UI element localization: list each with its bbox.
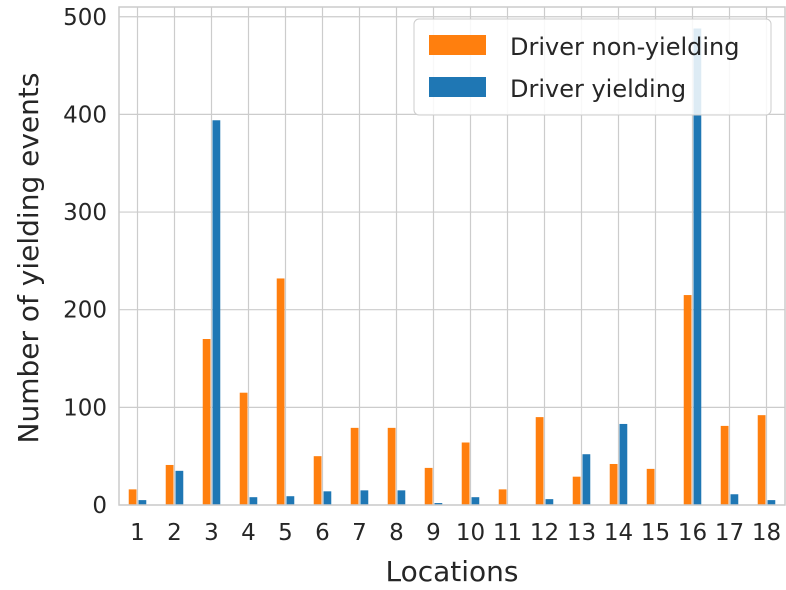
bar-yielding-18 [767, 500, 776, 505]
bar-yielding-1 [138, 500, 147, 505]
bar-non-yielding-11 [498, 489, 507, 505]
bar-non-yielding-8 [387, 427, 396, 505]
bar-yielding-17 [730, 494, 739, 505]
x-tick-label: 3 [204, 520, 219, 546]
bars [128, 28, 776, 505]
bar-yielding-10 [471, 497, 480, 505]
bar-non-yielding-14 [609, 463, 618, 505]
y-tick-label: 200 [63, 298, 107, 324]
bar-yielding-9 [434, 503, 443, 505]
bar-yielding-13 [582, 454, 591, 505]
x-tick-label: 16 [678, 520, 707, 546]
grid-lines [119, 7, 785, 506]
bar-non-yielding-9 [424, 467, 433, 505]
x-tick-label: 18 [752, 520, 781, 546]
bar-non-yielding-4 [239, 392, 248, 505]
bar-yielding-2 [175, 470, 184, 505]
x-tick-label: 6 [315, 520, 330, 546]
x-tick-label: 11 [493, 520, 522, 546]
bar-non-yielding-5 [276, 278, 285, 505]
bar-non-yielding-2 [165, 464, 174, 505]
plot-frame [118, 6, 786, 506]
bar-yielding-5 [286, 496, 295, 505]
x-tick-label: 15 [641, 520, 670, 546]
bar-non-yielding-16 [683, 295, 692, 505]
legend-swatch-non-yielding [429, 35, 486, 55]
bar-yielding-14 [619, 423, 628, 505]
x-tick-labels: 1 2 3 4 5 6 7 8 9 10 11 12 13 14 15 16 17 18 [130, 520, 781, 546]
bar-non-yielding-12 [535, 417, 544, 505]
x-tick-label: 5 [278, 520, 293, 546]
bar-yielding-8 [397, 490, 406, 505]
bar-non-yielding-6 [313, 456, 322, 505]
bar-yielding-6 [323, 491, 332, 505]
x-tick-label: 17 [715, 520, 744, 546]
legend-label-non-yielding: Driver non-yielding [510, 33, 739, 61]
x-tick-label: 4 [241, 520, 256, 546]
x-tick-label: 10 [456, 520, 485, 546]
x-tick-label: 13 [567, 520, 596, 546]
x-tick-label: 7 [352, 520, 367, 546]
bar-non-yielding-13 [572, 476, 581, 505]
legend-swatch-yielding [429, 77, 486, 97]
bar-non-yielding-18 [757, 415, 766, 505]
legend: Driver non-yielding Driver yielding [413, 18, 772, 116]
x-tick-label: 8 [389, 520, 404, 546]
bar-non-yielding-15 [646, 468, 655, 505]
bar-non-yielding-17 [720, 425, 729, 505]
y-tick-label: 400 [63, 102, 107, 128]
plot-border [118, 6, 786, 506]
x-tick-label: 12 [530, 520, 559, 546]
bar-yielding-4 [249, 497, 258, 505]
legend-label-yielding: Driver yielding [510, 75, 686, 103]
bar-yielding-3 [212, 120, 221, 505]
x-tick-label: 2 [167, 520, 182, 546]
bar-yielding-16 [693, 28, 702, 505]
x-axis-label: Locations [385, 555, 518, 588]
y-tick-labels: 0 100 200 300 400 500 [63, 5, 107, 519]
y-tick-label: 100 [63, 395, 107, 421]
bar-yielding-12 [545, 499, 554, 505]
x-tick-label: 14 [604, 520, 633, 546]
y-tick-label: 500 [63, 5, 107, 31]
y-tick-label: 0 [92, 493, 107, 519]
x-tick-label: 9 [426, 520, 441, 546]
bar-non-yielding-10 [461, 442, 470, 505]
legend-box [413, 18, 772, 116]
y-axis-label: Number of yielding events [12, 73, 45, 444]
bar-non-yielding-7 [350, 427, 359, 505]
bar-yielding-7 [360, 490, 369, 505]
y-tick-label: 300 [63, 200, 107, 226]
x-tick-label: 1 [130, 520, 145, 546]
bar-non-yielding-3 [202, 339, 211, 505]
bar-non-yielding-1 [128, 489, 137, 505]
